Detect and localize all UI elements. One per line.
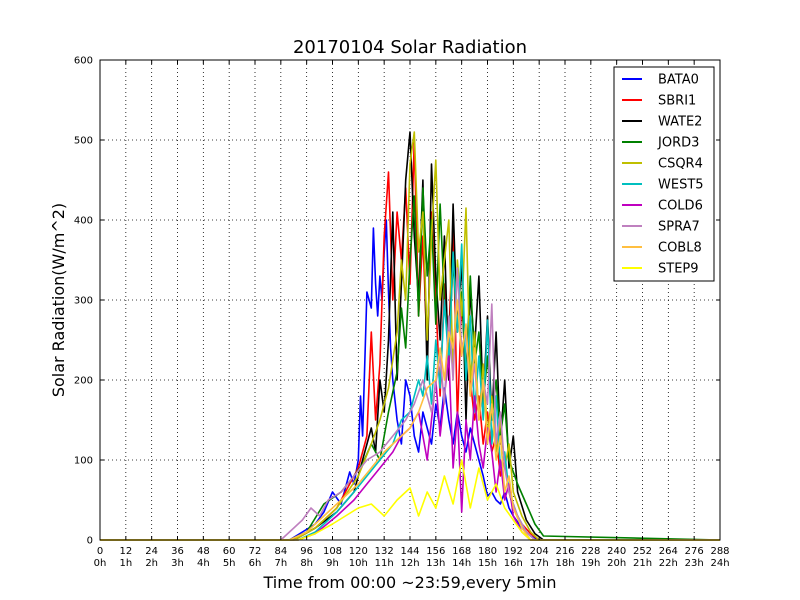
legend-label: STEP9 (658, 262, 699, 277)
x-tick-label: 72 6h (249, 546, 262, 569)
y-tick-label: 400 (74, 216, 93, 227)
legend-label: CSQR4 (658, 157, 703, 172)
x-tick-label: 216 18h (555, 546, 574, 569)
x-tick-label: 276 23h (685, 546, 704, 569)
series-lines (100, 131, 721, 541)
y-tick-label: 100 (74, 456, 93, 467)
x-tick-label: 240 20h (607, 546, 626, 569)
series-line-cold6 (100, 355, 720, 541)
y-tick-label: 0 (87, 536, 93, 547)
x-tick-label: 168 14h (452, 546, 471, 569)
legend: BATA0 SBRI1 WATE2 JORD3 CSQR4 WEST5 COLD6 SPRA7… (613, 66, 715, 282)
x-tick-label: 288 24h (710, 546, 729, 569)
x-tick-label: 204 17h (530, 546, 549, 569)
series-line-step9 (100, 459, 720, 541)
x-tick-label: 264 22h (659, 546, 678, 569)
x-tick-label: 84 7h (274, 546, 287, 569)
y-tick-label: 600 (74, 56, 93, 67)
legend-label: SBRI1 (658, 94, 696, 109)
x-axis-title: Time from 00:00 ~23:59,every 5min (263, 573, 557, 592)
legend-label: WEST5 (658, 178, 704, 193)
y-tick-label: 300 (74, 296, 93, 307)
y-axis-title: Solar Radiation(W/m^2) (49, 203, 68, 397)
x-tick-label: 36 3h (171, 546, 184, 569)
series-line-sbri1 (100, 139, 720, 541)
x-tick-label: 180 15h (478, 546, 497, 569)
x-tick-label: 192 16h (504, 546, 523, 569)
x-tick-label: 228 19h (581, 546, 600, 569)
legend-box (613, 66, 715, 282)
series-line-cobl8 (100, 299, 720, 541)
x-tick-label: 120 10h (349, 546, 368, 569)
axis-ticks: 0 100 200 300 400 500 600 0 0h 12 1h 24 2h 36 3h 48 4h 60… (74, 56, 730, 570)
legend-label: COBL8 (658, 241, 702, 256)
x-tick-label: 132 11h (375, 546, 394, 569)
legend-label: BATA0 (658, 73, 699, 88)
legend-label: WATE2 (658, 115, 702, 130)
x-tick-label: 48 4h (197, 546, 210, 569)
x-tick-label: 144 12h (400, 546, 419, 569)
x-tick-label: 0 0h (94, 546, 107, 569)
x-tick-label: 60 5h (223, 546, 236, 569)
legend-label: JORD3 (657, 136, 699, 151)
legend-label: SPRA7 (658, 220, 700, 235)
y-tick-label: 200 (74, 376, 93, 387)
x-tick-label: 156 13h (426, 546, 445, 569)
x-tick-label: 12 1h (119, 546, 132, 569)
y-tick-label: 500 (74, 136, 93, 147)
chart-title: 20170104 Solar Radiation (293, 37, 527, 58)
legend-label: COLD6 (658, 199, 703, 214)
x-tick-label: 108 9h (323, 546, 342, 569)
series-line-spra7 (100, 267, 720, 541)
x-tick-label: 96 8h (300, 546, 313, 569)
x-tick-label: 252 21h (633, 546, 652, 569)
x-tick-label: 24 2h (145, 546, 158, 569)
